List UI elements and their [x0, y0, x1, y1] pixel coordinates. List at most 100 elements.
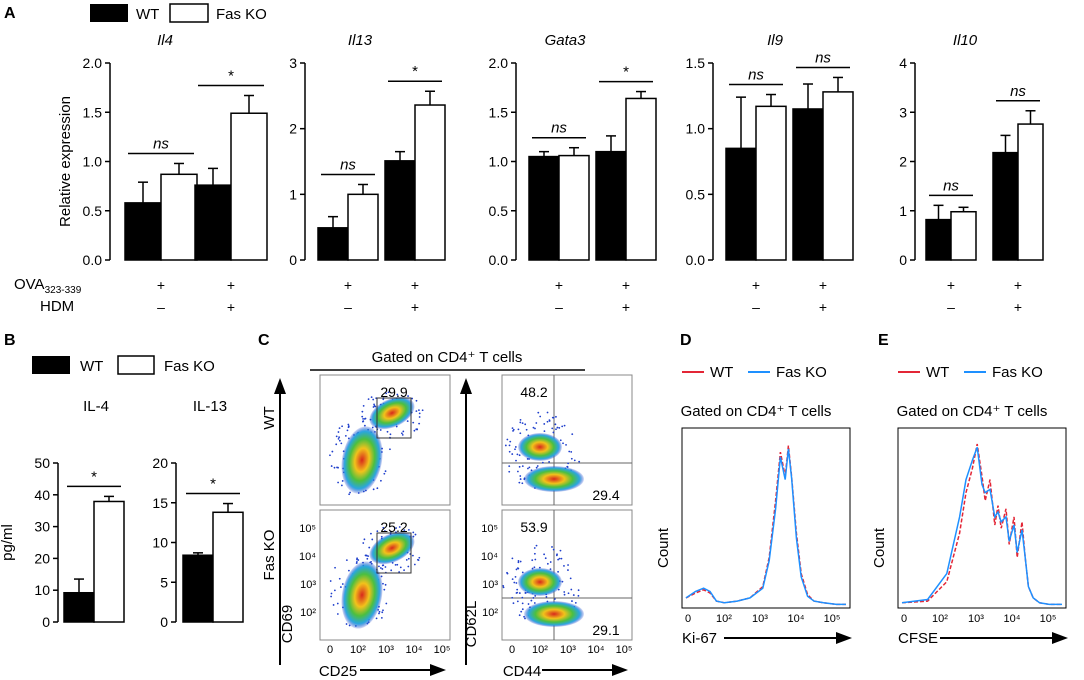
- event-dot: [406, 420, 409, 423]
- gate-box: [376, 532, 412, 574]
- event-dot: [338, 577, 341, 580]
- event-dot: [347, 423, 350, 426]
- event-dot: [524, 423, 527, 426]
- y-tick-label: 3: [899, 104, 907, 120]
- event-dot: [387, 391, 390, 394]
- event-dot: [380, 535, 383, 538]
- event-dot: [532, 426, 535, 429]
- event-dot: [555, 428, 557, 431]
- histogram-title: Gated on CD4⁺ T cells: [897, 403, 1048, 420]
- arrow-head: [836, 632, 852, 644]
- event-dot: [373, 403, 375, 406]
- arrow-head: [430, 664, 446, 676]
- event-dot: [531, 559, 534, 562]
- bar-fas-ko: [625, 97, 657, 261]
- event-dot: [532, 597, 535, 599]
- event-dot: [416, 428, 419, 431]
- event-dot: [337, 437, 340, 440]
- bar-wt: [992, 151, 1019, 261]
- y-tick-label: 10⁴: [299, 551, 316, 563]
- event-dot: [545, 595, 548, 598]
- event-dot: [403, 529, 406, 532]
- condition-hdm-mark: +: [622, 299, 630, 315]
- x-tick-label: 10³: [560, 644, 576, 656]
- event-dot: [346, 429, 349, 432]
- event-dot: [557, 570, 559, 573]
- y-tick-label: 10⁵: [299, 523, 316, 535]
- event-dot: [329, 454, 331, 457]
- histogram-fas-ko-line: [901, 446, 1062, 606]
- chart-gata3: 0.0 0.5 1.0 1.5 2.0 Gata3 ns * + – + +: [489, 32, 657, 315]
- significance-label: ns: [551, 120, 567, 137]
- x-tick-label: 10⁵: [434, 644, 451, 656]
- event-dot: [518, 465, 521, 468]
- event-dot: [348, 493, 351, 496]
- condition-ova-mark: +: [411, 277, 419, 293]
- x-tick-label: 10³: [752, 613, 768, 625]
- event-dot: [340, 442, 343, 445]
- row-label: Fas KO: [261, 530, 278, 581]
- event-dot: [527, 467, 529, 470]
- y-tick-label: 0: [160, 614, 168, 630]
- event-dot: [365, 554, 367, 557]
- bar-wt: [124, 202, 162, 261]
- event-dot: [569, 577, 572, 580]
- event-dot: [330, 595, 332, 598]
- y-tick-label: 1.5: [83, 104, 103, 120]
- panel-a-condition-labels: OVA323-339 HDM: [14, 276, 82, 315]
- event-dot: [518, 454, 521, 457]
- event-dot: [548, 461, 550, 463]
- event-dot: [517, 428, 520, 431]
- event-dot: [376, 530, 379, 533]
- event-dot: [370, 396, 373, 399]
- event-dot: [414, 533, 417, 536]
- event-dot: [515, 459, 517, 462]
- event-dot: [514, 575, 517, 578]
- event-dot: [398, 526, 401, 528]
- significance-label: ns: [943, 177, 959, 194]
- event-dot: [533, 552, 536, 555]
- legend-ko-label: Fas KO: [216, 6, 267, 23]
- event-dot: [367, 398, 370, 400]
- event-dot: [386, 430, 389, 433]
- chart-il13: 0 1 2 3 Il13 ns * + – + +: [289, 32, 446, 315]
- event-dot: [512, 430, 514, 432]
- gate-value: 29.4: [592, 487, 619, 503]
- y-tick-label: 2.0: [83, 55, 103, 71]
- event-dot: [345, 559, 348, 561]
- event-dot: [330, 465, 333, 467]
- significance-label: ns: [153, 135, 169, 152]
- event-dot: [508, 465, 511, 468]
- x-tick-label: 10²: [350, 644, 366, 656]
- event-dot: [415, 399, 418, 402]
- legend-wt-swatch: [90, 4, 128, 22]
- y-tick-label: 2: [899, 154, 907, 170]
- population-cd25-high: [369, 531, 415, 565]
- population-cd62l-high: [518, 568, 562, 596]
- legend-ko-swatch: [169, 3, 209, 23]
- legend-b-ko-swatch: [117, 355, 155, 375]
- condition-hdm-mark: –: [157, 299, 165, 315]
- event-dot: [513, 581, 516, 584]
- chart-il10: 0 1 2 3 4 Il10 ns ns + – + +: [899, 32, 1044, 315]
- bar-fas-ko: [1017, 123, 1044, 261]
- x-tick-label: 10⁵: [824, 613, 841, 625]
- event-dot: [517, 559, 520, 562]
- significance-label: *: [412, 63, 418, 80]
- panel-letter-d: D: [680, 332, 692, 349]
- x-tick-label: 10⁴: [406, 644, 423, 656]
- condition-ova-mark: +: [344, 277, 352, 293]
- event-dot: [546, 420, 549, 423]
- event-dot: [537, 411, 540, 414]
- event-dot: [521, 422, 524, 425]
- condition-ova-mark: +: [752, 277, 760, 293]
- histogram-title: Gated on CD4⁺ T cells: [681, 403, 832, 420]
- event-dot: [511, 453, 514, 455]
- ova-label: OVA323-339: [14, 276, 82, 296]
- row-label: WT: [261, 406, 278, 429]
- event-dot: [515, 568, 518, 571]
- event-dot: [418, 416, 421, 418]
- event-dot: [530, 599, 533, 602]
- y-tick-label: 1.5: [489, 104, 509, 120]
- event-dot: [561, 425, 564, 428]
